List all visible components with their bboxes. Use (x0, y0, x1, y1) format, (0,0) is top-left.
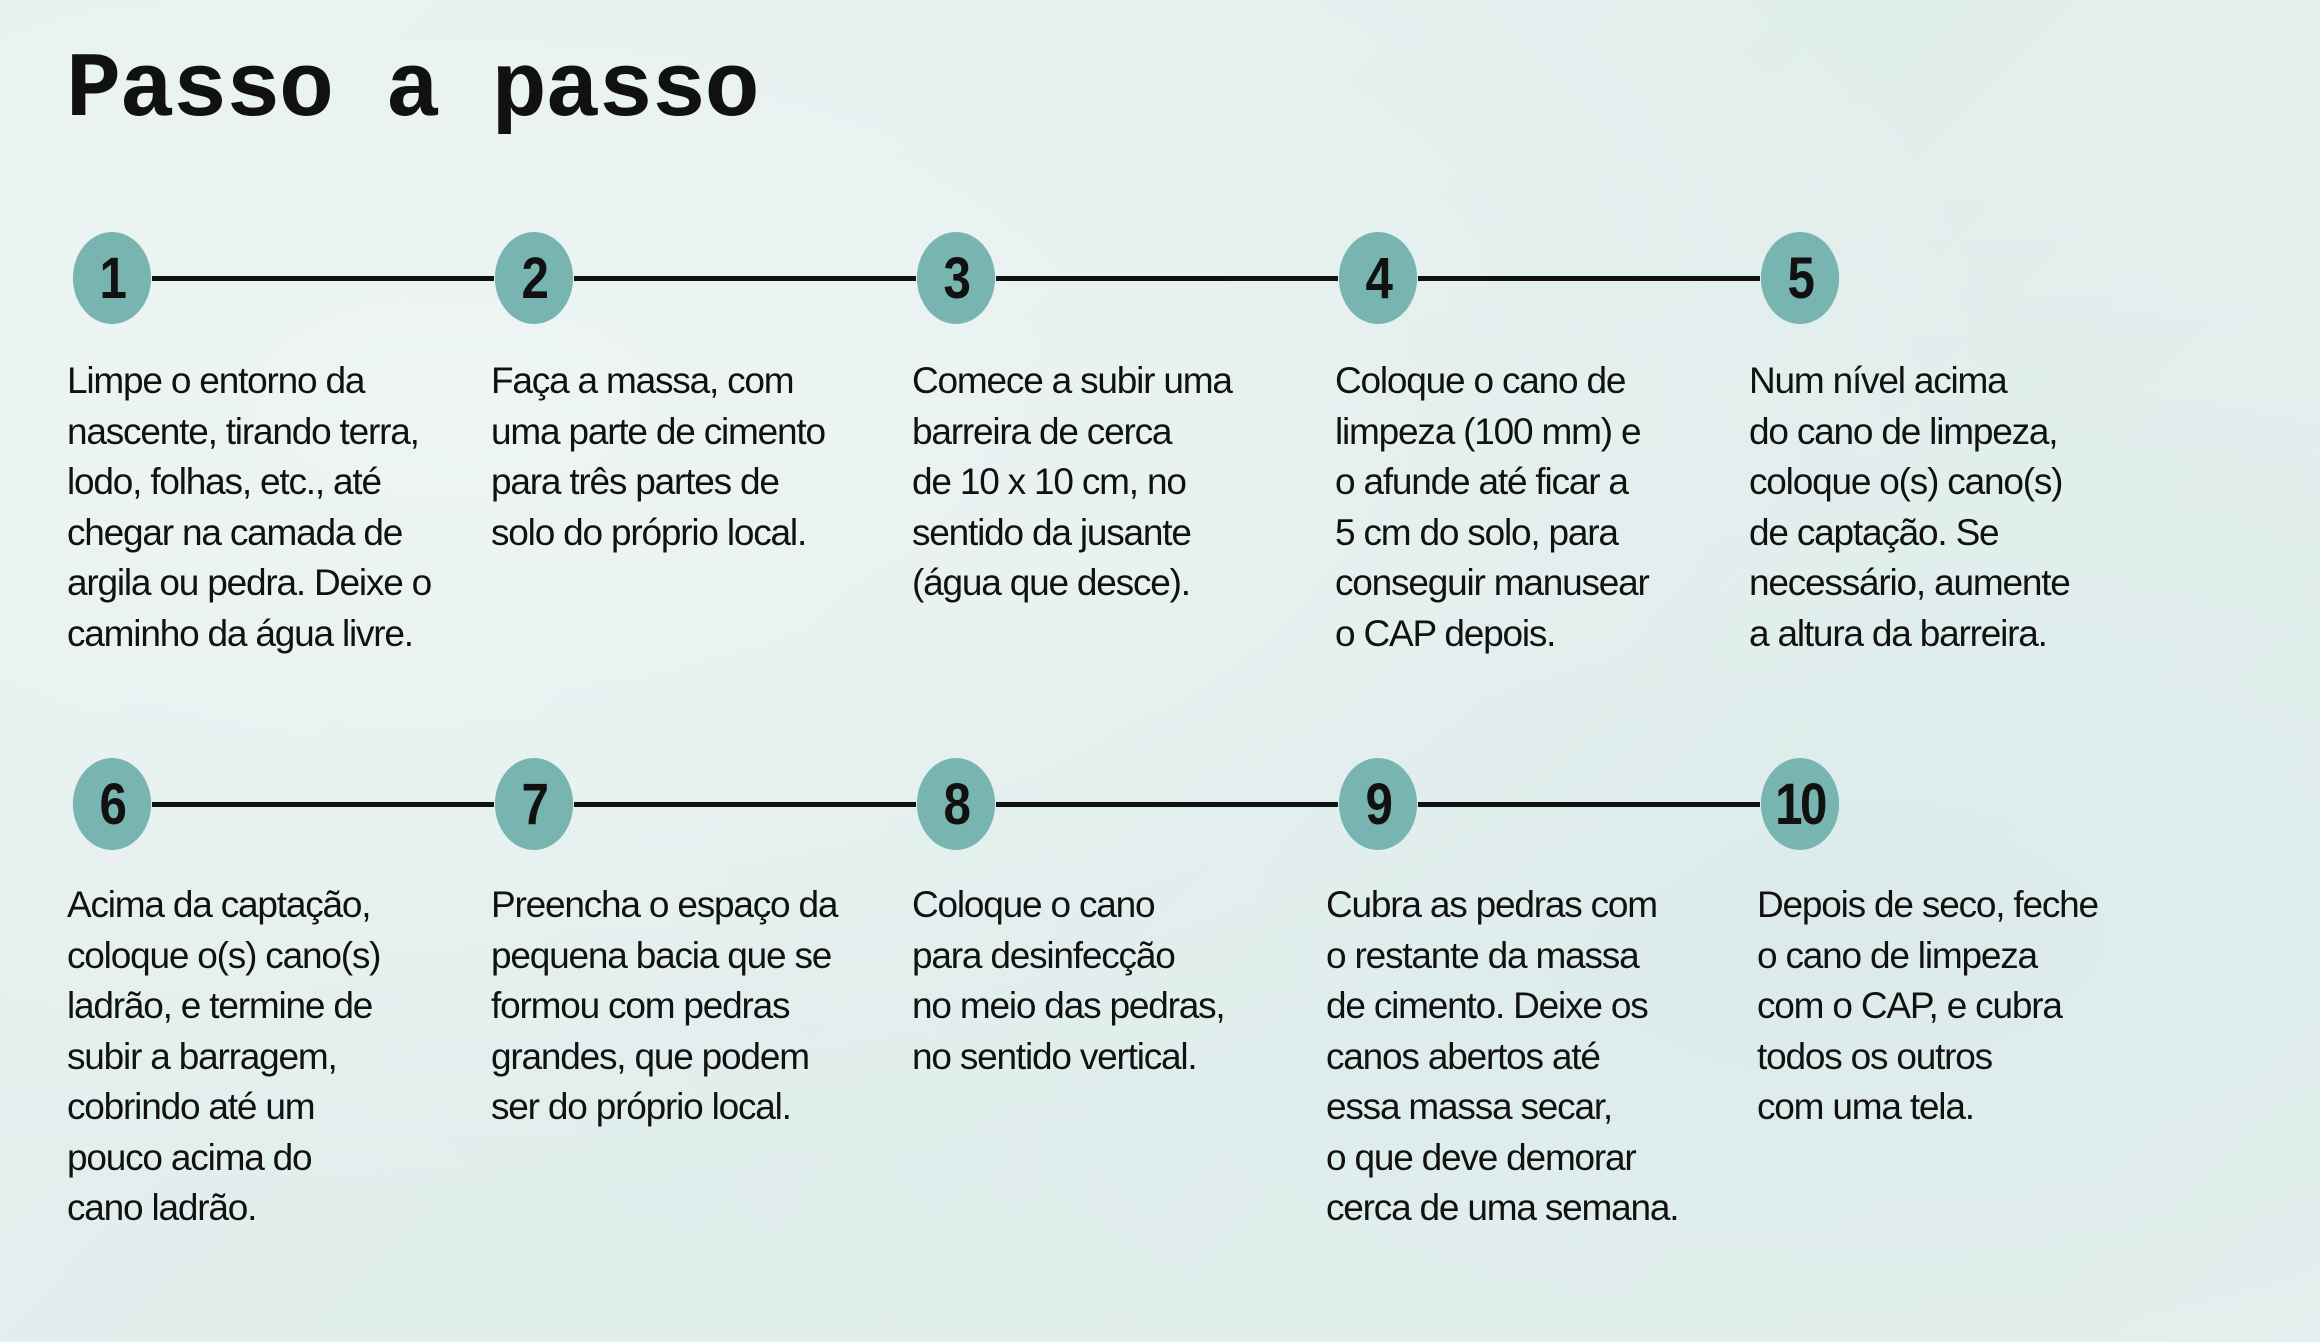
step-text-line: de 10 x 10 cm, no (912, 461, 1187, 502)
step-number-badge: 9 (1338, 758, 1418, 850)
step-number-badge: 4 (1338, 232, 1418, 324)
step-text-line: caminho da água livre. (67, 612, 414, 654)
step-description: Preencha o espaço da pequena bacia que se… (491, 880, 838, 1133)
step-text-line: no sentido vertical. (912, 1035, 1198, 1077)
step-text-line: Preencha o espaço da (491, 884, 838, 925)
step-text-line: para desinfecção (912, 934, 1176, 976)
step-text-line: ser do próprio local. (491, 1086, 792, 1127)
step-text-line: limpeza (100 mm) e (1335, 410, 1642, 452)
step-description: Cubra as pedras com o restante da massa de… (1326, 880, 1680, 1234)
step-text-line: conseguir manusear (1335, 562, 1650, 603)
step-text-line: cobrindo até um (67, 1086, 316, 1127)
step-number-badge: 6 (72, 758, 152, 850)
step-text-line: grandes, que podem (491, 1035, 810, 1077)
step-text-line: a altura da barreira. (1749, 612, 2048, 654)
step-text-line: uma parte de cimento (491, 410, 826, 452)
step-text-line: nascente, tirando terra, (67, 410, 420, 452)
step-description: Depois de seco, feche o cano de limpeza co… (1757, 880, 2099, 1133)
step-text-line: Depois de seco, feche (1757, 884, 2099, 925)
step-text-line: o afunde até ficar a (1335, 461, 1629, 502)
step-text-line: com uma tela. (1757, 1086, 1975, 1127)
step-number-badge: 10 (1760, 758, 1840, 850)
step-text-line: sentido da jusante (912, 511, 1192, 553)
step-text-line: o restante da massa (1326, 934, 1640, 976)
connector-line (1418, 802, 1760, 807)
step-text-line: coloque o(s) cano(s) (1749, 461, 2063, 502)
step-text-line: subir a barragem, (67, 1035, 338, 1077)
step-description: Limpe o entorno da nascente, tirando terr… (67, 356, 432, 659)
step-text-line: chegar na camada de (67, 511, 403, 553)
connector-line (1418, 276, 1760, 281)
step-text-line: o CAP depois. (1335, 612, 1556, 654)
step-text-line: todos os outros (1757, 1035, 1993, 1077)
step-text-line: pequena bacia que se (491, 934, 832, 976)
step-text-line: cano ladrão. (67, 1187, 257, 1228)
step-description: Faça a massa, com uma parte de cimento par… (491, 356, 826, 558)
step-number-badge: 2 (494, 232, 574, 324)
step-text-line: Coloque o cano (912, 884, 1156, 925)
step-description: Acima da captação, coloque o(s) cano(s) la… (67, 880, 381, 1234)
step-text-line: o que deve demorar (1326, 1136, 1637, 1178)
connector-line (152, 276, 494, 281)
step-text-line: no meio das pedras, (912, 985, 1226, 1026)
step-text-line: Acima da captação, (67, 884, 372, 925)
page-title: Passo a passo (66, 38, 760, 143)
step-text-line: barreira de cerca (912, 410, 1172, 452)
step-text-line: canos abertos até (1326, 1035, 1601, 1077)
step-text-line: Limpe o entorno da (67, 360, 365, 401)
connector-line (152, 802, 494, 807)
step-number-badge: 1 (72, 232, 152, 324)
step-text-line: de cimento. Deixe os (1326, 985, 1649, 1026)
step-text-line: com o CAP, e cubra (1757, 985, 2063, 1026)
step-text-line: formou com pedras (491, 985, 791, 1026)
step-description: Coloque o cano para desinfecção no meio da… (912, 880, 1226, 1082)
step-text-line: necessário, aumente (1749, 562, 2071, 603)
connector-line (996, 276, 1338, 281)
step-text-line: argila ou pedra. Deixe o (67, 562, 432, 603)
step-text-line: Coloque o cano de (1335, 360, 1626, 401)
step-text-line: Comece a subir uma (912, 360, 1233, 401)
connector-line (996, 802, 1338, 807)
step-text-line: Cubra as pedras com (1326, 884, 1658, 925)
step-number-badge: 3 (916, 232, 996, 324)
connector-line (574, 276, 916, 281)
step-number-badge: 5 (1760, 232, 1840, 324)
step-text-line: coloque o(s) cano(s) (67, 934, 381, 976)
step-text-line: (água que desce). (912, 562, 1191, 603)
step-text-line: lodo, folhas, etc., até (67, 461, 382, 502)
step-text-line: de captação. Se (1749, 511, 2000, 553)
step-text-line: Num nível acima (1749, 360, 2008, 401)
step-text-line: cerca de uma semana. (1326, 1187, 1680, 1228)
step-description: Num nível acima do cano de limpeza, coloqu… (1749, 356, 2071, 659)
connector-line (574, 802, 916, 807)
step-text-line: solo do próprio local. (491, 511, 807, 553)
step-number-badge: 8 (916, 758, 996, 850)
step-description: Coloque o cano de limpeza (100 mm) e o afu… (1335, 356, 1650, 659)
step-text-line: o cano de limpeza (1757, 934, 2038, 976)
step-text-line: ladrão, e termine de (67, 985, 373, 1026)
step-text-line: pouco acima do (67, 1136, 313, 1178)
step-description: Comece a subir uma barreira de cerca de 10… (912, 356, 1233, 609)
step-text-line: Faça a massa, com (491, 360, 795, 401)
step-text-line: para três partes de (491, 461, 780, 502)
step-text-line: 5 cm do solo, para (1335, 511, 1619, 553)
step-number-badge: 7 (494, 758, 574, 850)
step-text-line: essa massa secar, (1326, 1086, 1613, 1127)
step-text-line: do cano de limpeza, (1749, 410, 2059, 452)
